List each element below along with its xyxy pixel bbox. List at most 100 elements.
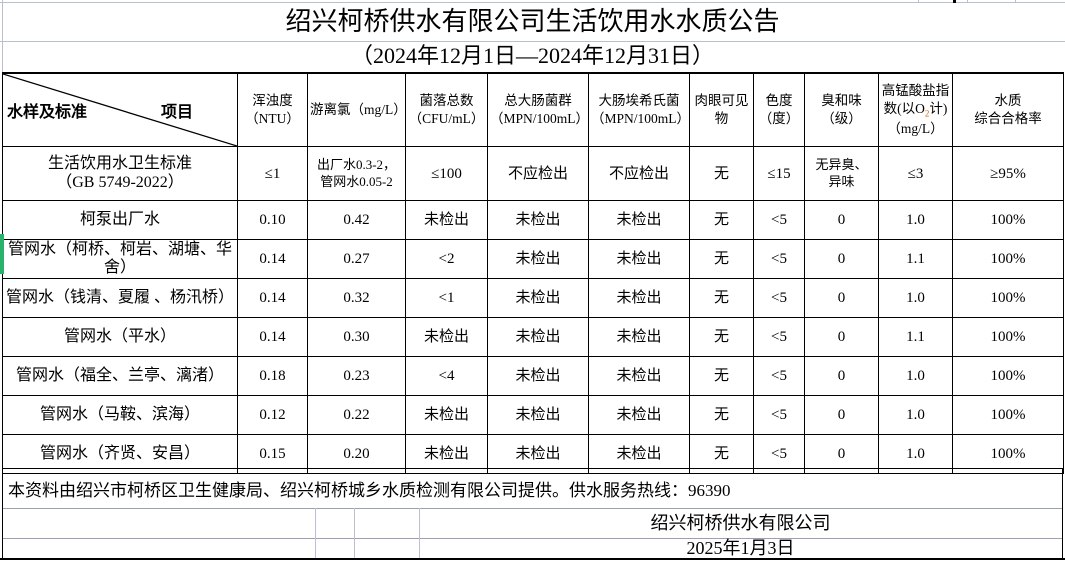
value-cell: <4 (405, 356, 488, 396)
value-cell: 无 (689, 200, 754, 240)
corner-sample-label: 水样及标准 (7, 104, 88, 121)
value-cell: 未检出 (405, 317, 488, 357)
value-cell: 100% (952, 356, 1064, 396)
value-cell: 不应检出 (487, 146, 589, 201)
value-cell: 未检出 (487, 434, 589, 474)
value-cell: 未检出 (588, 239, 690, 279)
gridline-horizontal (0, 41, 1065, 42)
footer-date-row: 2025年1月3日 (2, 538, 1063, 558)
value-cell: 未检出 (588, 278, 690, 318)
footer-gridline-vertical (354, 538, 355, 558)
value-cell: <2 (405, 239, 488, 279)
value-cell: 未检出 (588, 317, 690, 357)
value-cell: 0.27 (307, 239, 406, 279)
value-cell: 未检出 (487, 200, 589, 240)
value-cell: ≤3 (878, 146, 953, 201)
diagonal-line-icon (4, 74, 237, 146)
column-header-5: 大肠埃希氏菌 （MPN/100mL） (588, 72, 690, 147)
footer-gridline (2, 508, 1063, 509)
value-cell: 100% (952, 434, 1064, 474)
value-cell: 1.0 (878, 395, 953, 435)
column-header-1: 浑浊度 （NTU） (237, 72, 308, 147)
value-cell: 0.30 (307, 317, 406, 357)
sample-label-cell: 管网水（福全、兰亭、漓渚） (2, 356, 238, 396)
value-cell: <5 (753, 356, 805, 396)
value-cell: <5 (753, 395, 805, 435)
value-cell: 0 (804, 434, 879, 474)
table-row: 管网水（柯桥、柯岩、湖塘、华舍） 0.14 0.27 <2 未检出 未检出无 <5 0 1.1 1… (2, 239, 1064, 279)
value-cell: 0 (804, 317, 879, 357)
page-subtitle: （2024年12月1日—2024年12月31日） (350, 43, 714, 68)
value-cell: 未检出 (487, 278, 589, 318)
footer-note: 本资料由绍兴市柯桥区卫生健康局、绍兴柯桥城乡水质检测有限公司提供。供水服务热线：… (2, 468, 1063, 508)
footer-gridline-vertical (315, 538, 316, 558)
gridline-tick (953, 0, 956, 3)
value-cell: 0 (804, 200, 879, 240)
gridline-tick (967, 0, 968, 3)
footer-company-row: 绍兴柯桥供水有限公司 (2, 508, 1063, 538)
value-cell: 无 (689, 146, 754, 201)
value-cell: 0.14 (237, 317, 308, 357)
value-cell: 0.14 (237, 239, 308, 279)
value-cell: 0 (804, 278, 879, 318)
column-header-2: 游离氯（mg/L） (307, 72, 406, 147)
footer-gridline (2, 538, 1063, 539)
value-cell: 未检出 (487, 356, 589, 396)
value-cell: 1.0 (878, 434, 953, 474)
column-header-4: 总大肠菌群 （MPN/100mL） (487, 72, 589, 147)
footer-company: 绍兴柯桥供水有限公司 (650, 513, 831, 533)
value-cell: 0.20 (307, 434, 406, 474)
sample-label-cell: 管网水（马鞍、滨海） (2, 395, 238, 435)
value-cell: 无 (689, 278, 754, 318)
column-header-3: 菌落总数 （CFU/mL） (405, 72, 488, 147)
water-quality-table: 项目 水样及标准 浑浊度 （NTU） 游离氯（mg/L） 菌落总数 （CFU/mL） 总大… (2, 72, 1064, 474)
sample-label-cell: 生活饮用水卫生标准 （GB 5749-2022） (2, 146, 238, 201)
value-cell: 0 (804, 395, 879, 435)
value-cell: 0.42 (307, 200, 406, 240)
value-cell: 100% (952, 278, 1064, 318)
value-cell: 未检出 (588, 356, 690, 396)
header-row: 项目 水样及标准 浑浊度 （NTU） 游离氯（mg/L） 菌落总数 （CFU/mL） 总大… (2, 72, 1064, 147)
value-cell: 100% (952, 239, 1064, 279)
table-body: 生活饮用水卫生标准 （GB 5749-2022） ≤1 出厂水0.3-2， 管网水0… (2, 146, 1064, 474)
value-cell: 未检出 (405, 395, 488, 435)
value-cell: 未检出 (588, 434, 690, 474)
value-cell: <1 (405, 278, 488, 318)
value-cell: 无 (689, 239, 754, 279)
value-cell: 未检出 (588, 395, 690, 435)
value-cell: 1.0 (878, 278, 953, 318)
value-cell: ≥95% (952, 146, 1064, 201)
value-cell: 100% (952, 317, 1064, 357)
column-header-8: 臭和味 （级） (804, 72, 879, 147)
value-cell: 无 (689, 395, 754, 435)
value-cell: <5 (753, 239, 805, 279)
footer-gridline-vertical (354, 508, 355, 538)
value-cell: 0 (804, 239, 879, 279)
value-cell: 未检出 (588, 200, 690, 240)
value-cell: ≤100 (405, 146, 488, 201)
value-cell: 0.22 (307, 395, 406, 435)
table-row: 管网水（福全、兰亭、漓渚） 0.18 0.23 <4 未检出 未检出无 <5 0 1.0 100% (2, 356, 1064, 396)
footer-gridline-vertical (419, 538, 420, 558)
table-row: 管网水（齐贤、安昌） 0.15 0.20 未检出 未检出 未检出无 <5 0 1.0 100% (2, 434, 1064, 474)
value-cell: <5 (753, 200, 805, 240)
value-cell: 1.0 (878, 200, 953, 240)
gridline-vertical (2, 0, 3, 72)
value-cell: 0.18 (237, 356, 308, 396)
column-header-7: 色度 （度） (753, 72, 805, 147)
gridline-horizontal (0, 2, 1065, 3)
value-cell: 100% (952, 395, 1064, 435)
value-cell: <5 (753, 278, 805, 318)
footer-gridline-vertical (419, 508, 420, 538)
green-row-marker (0, 234, 4, 274)
value-cell: <5 (753, 317, 805, 357)
sample-label-cell: 管网水（柯桥、柯岩、湖塘、华舍） (2, 239, 238, 279)
value-cell: 0.32 (307, 278, 406, 318)
value-cell: 0.10 (237, 200, 308, 240)
value-cell: ≤15 (753, 146, 805, 201)
value-cell: 0.12 (237, 395, 308, 435)
value-cell: 无 (689, 356, 754, 396)
bottom-border (0, 558, 1065, 560)
value-cell: 未检出 (487, 317, 589, 357)
